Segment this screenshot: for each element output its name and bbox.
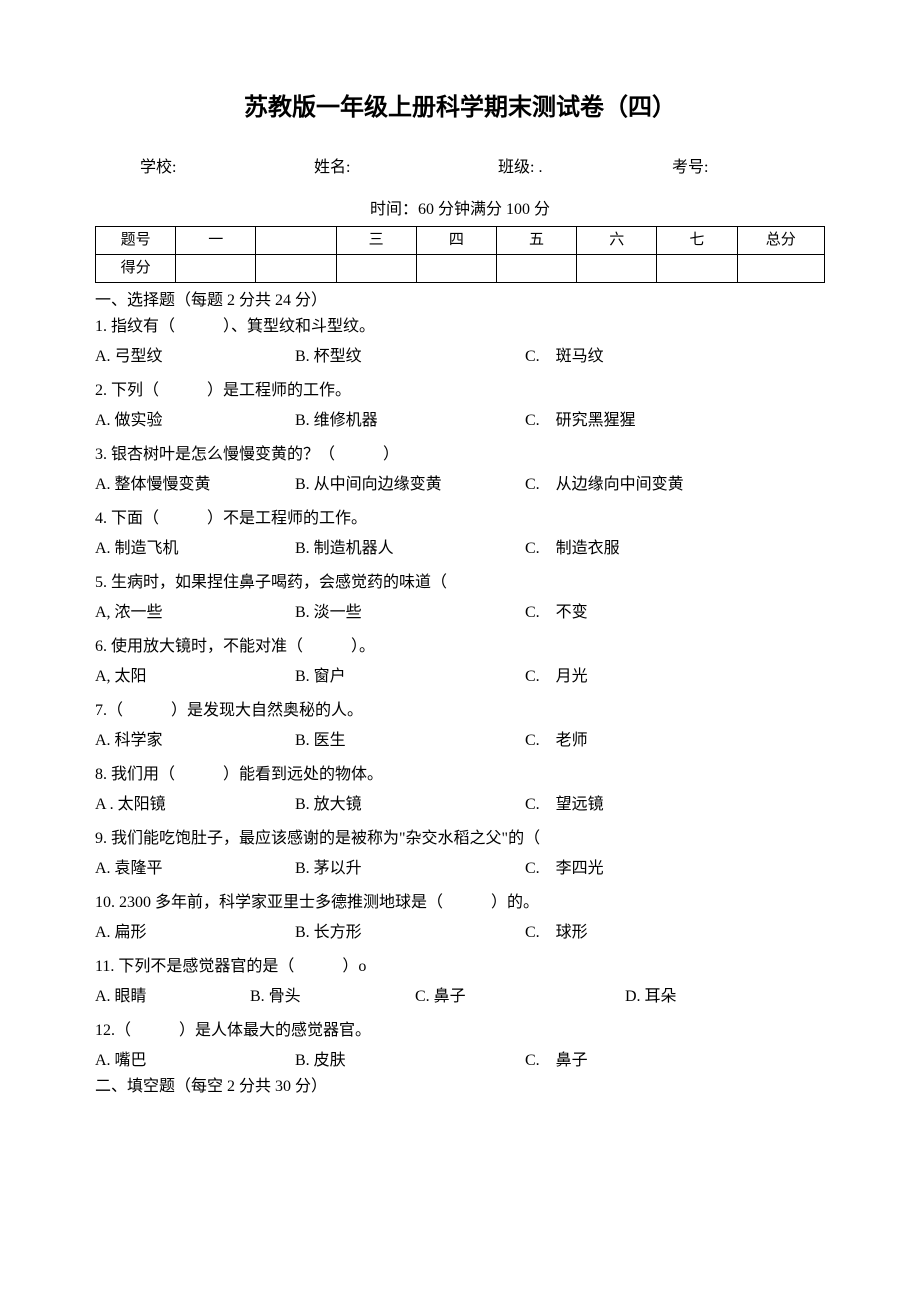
header-cell: 七	[657, 227, 737, 255]
score-cell	[416, 255, 496, 283]
choice-a: A. 袁隆平	[95, 857, 295, 881]
choice-a: A. 制造飞机	[95, 537, 295, 561]
choice-row: A . 太阳镜 B. 放大镜 C. 望远镜	[95, 793, 825, 817]
choice-row: A. 嘴巴 B. 皮肤 C. 鼻子	[95, 1049, 825, 1073]
page-title: 苏教版一年级上册科学期末测试卷（四）	[95, 90, 825, 126]
choice-row: A, 太阳 B. 窗户 C. 月光	[95, 665, 825, 689]
choice-row: A. 科学家 B. 医生 C. 老师	[95, 729, 825, 753]
question-text: 9. 我们能吃饱肚子，最应该感谢的是被称为"杂交水稻之父"的（	[95, 827, 825, 851]
name-label: 姓名:	[314, 156, 494, 180]
question-text: 5. 生病时，如果捏住鼻子喝药，会感觉药的味道（	[95, 571, 825, 595]
question-text: 7.（ ）是发现大自然奥秘的人。	[95, 699, 825, 723]
header-cell: 题号	[96, 227, 176, 255]
choice-c: C. 制造衣服	[525, 537, 825, 561]
header-cell: 三	[336, 227, 416, 255]
choice-a: A . 太阳镜	[95, 793, 295, 817]
choice-b: B. 茅以升	[295, 857, 525, 881]
table-row: 题号 一 三 四 五 六 七 总分	[96, 227, 825, 255]
choice-b: B. 从中间向边缘变黄	[295, 473, 525, 497]
choice-d: D. 耳朵	[625, 985, 825, 1009]
header-cell: 五	[496, 227, 576, 255]
choice-row: A. 扁形 B. 长方形 C. 球形	[95, 921, 825, 945]
score-cell	[176, 255, 256, 283]
exam-no-label: 考号:	[672, 156, 708, 180]
choice-c: C. 鼻子	[525, 1049, 825, 1073]
question-text: 6. 使用放大镜时，不能对准（ ）。	[95, 635, 825, 659]
question-text: 11. 下列不是感觉器官的是（ ）o	[95, 955, 825, 979]
question-text: 3. 银杏树叶是怎么慢慢变黄的？（ ）	[95, 443, 825, 467]
score-cell	[737, 255, 825, 283]
choice-b: B. 制造机器人	[295, 537, 525, 561]
header-cell: 四	[416, 227, 496, 255]
score-cell	[496, 255, 576, 283]
choice-a: A. 眼睛	[95, 985, 250, 1009]
choice-c: C. 斑马纹	[525, 345, 825, 369]
score-table: 题号 一 三 四 五 六 七 总分 得分	[95, 226, 825, 283]
choice-b: B. 医生	[295, 729, 525, 753]
choice-c: C. 从边缘向中间变黄	[525, 473, 825, 497]
student-info-line: 学校: 姓名: 班级: . 考号:	[95, 156, 825, 180]
question-text: 8. 我们用（ ）能看到远处的物体。	[95, 763, 825, 787]
choice-a: A, 太阳	[95, 665, 295, 689]
score-cell	[256, 255, 336, 283]
choice-a: A. 扁形	[95, 921, 295, 945]
choice-c: C. 老师	[525, 729, 825, 753]
choice-b: B. 皮肤	[295, 1049, 525, 1073]
choice-b: B. 维修机器	[295, 409, 525, 433]
choice-b: B. 骨头	[250, 985, 415, 1009]
question-text: 4. 下面（ ）不是工程师的工作。	[95, 507, 825, 531]
choice-c: C. 鼻子	[415, 985, 625, 1009]
header-cell: 总分	[737, 227, 825, 255]
choice-a: A. 整体慢慢变黄	[95, 473, 295, 497]
choice-b: B. 窗户	[295, 665, 525, 689]
choice-row: A. 弓型纹 B. 杯型纹 C. 斑马纹	[95, 345, 825, 369]
question-text: 10. 2300 多年前，科学家亚里士多德推测地球是（ ）的。	[95, 891, 825, 915]
choice-row: A. 袁隆平 B. 茅以升 C. 李四光	[95, 857, 825, 881]
question-text: 12.（ ）是人体最大的感觉器官。	[95, 1019, 825, 1043]
score-cell	[657, 255, 737, 283]
choice-row: A. 眼睛 B. 骨头 C. 鼻子 D. 耳朵	[95, 985, 825, 1009]
choice-b: B. 杯型纹	[295, 345, 525, 369]
choice-c: C. 望远镜	[525, 793, 825, 817]
class-label: 班级: .	[498, 156, 668, 180]
choice-c: C. 研究黑猩猩	[525, 409, 825, 433]
choice-b: B. 淡一些	[295, 601, 525, 625]
choice-c: C. 不变	[525, 601, 825, 625]
header-cell	[256, 227, 336, 255]
choice-b: B. 长方形	[295, 921, 525, 945]
section-1-header: 一、选择题（每题 2 分共 24 分）	[95, 289, 825, 313]
school-label: 学校:	[140, 156, 310, 180]
choice-a: A. 弓型纹	[95, 345, 295, 369]
choice-a: A, 浓一些	[95, 601, 295, 625]
choice-c: C. 李四光	[525, 857, 825, 881]
section-2-header: 二、填空题（每空 2 分共 30 分）	[95, 1075, 825, 1099]
score-label-cell: 得分	[96, 255, 176, 283]
choice-b: B. 放大镜	[295, 793, 525, 817]
time-info: 时间：60 分钟满分 100 分	[95, 198, 825, 222]
header-cell: 一	[176, 227, 256, 255]
choice-c: C. 球形	[525, 921, 825, 945]
question-text: 2. 下列（ ）是工程师的工作。	[95, 379, 825, 403]
choice-a: A. 做实验	[95, 409, 295, 433]
choice-row: A, 浓一些 B. 淡一些 C. 不变	[95, 601, 825, 625]
header-cell: 六	[577, 227, 657, 255]
score-cell	[336, 255, 416, 283]
choice-row: A. 做实验 B. 维修机器 C. 研究黑猩猩	[95, 409, 825, 433]
score-cell	[577, 255, 657, 283]
choice-row: A. 制造飞机 B. 制造机器人 C. 制造衣服	[95, 537, 825, 561]
choice-a: A. 嘴巴	[95, 1049, 295, 1073]
question-text: 1. 指纹有（ ）、箕型纹和斗型纹。	[95, 315, 825, 339]
choice-c: C. 月光	[525, 665, 825, 689]
table-row: 得分	[96, 255, 825, 283]
choice-row: A. 整体慢慢变黄 B. 从中间向边缘变黄 C. 从边缘向中间变黄	[95, 473, 825, 497]
choice-a: A. 科学家	[95, 729, 295, 753]
